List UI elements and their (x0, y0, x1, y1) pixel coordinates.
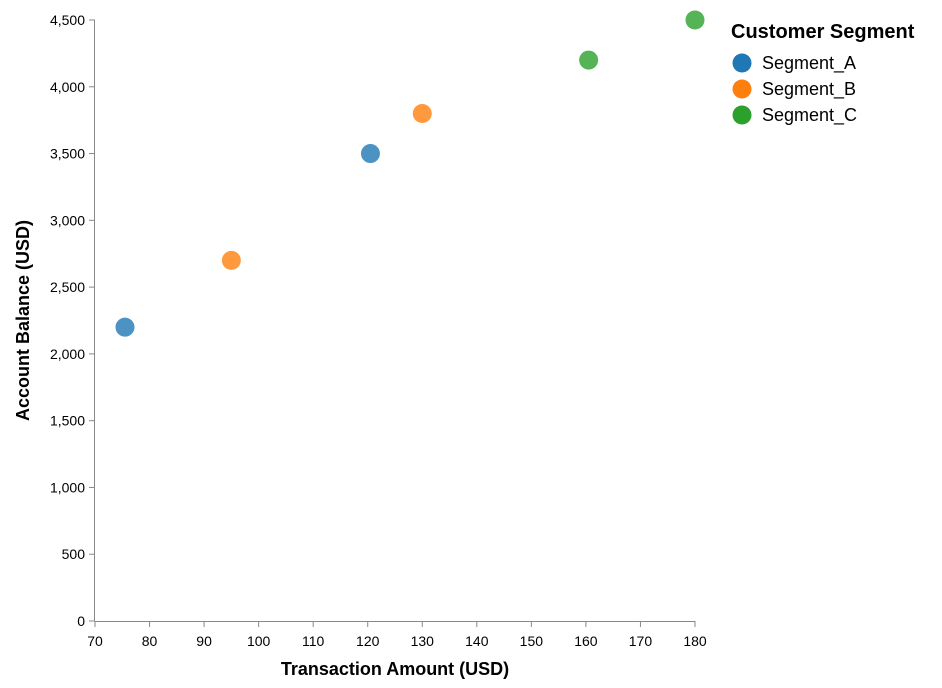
x-tick-label: 70 (87, 633, 103, 649)
data-point-segment-b (221, 250, 241, 270)
y-tick-label: 4,500 (50, 12, 85, 28)
y-tick-label: 500 (62, 546, 86, 562)
legend-label: Segment_A (762, 53, 856, 74)
y-tick-label: 1,500 (50, 413, 85, 429)
x-tick-label: 160 (574, 633, 598, 649)
data-points (115, 10, 705, 337)
y-tick-label: 1,000 (50, 479, 85, 495)
y-axis-ticks: 0 500 1,000 1,500 2,000 2,500 3,000 3,500 4,000 4… (50, 12, 95, 629)
y-tick-label: 0 (77, 613, 85, 629)
y-axis-title: Account Balance (USD) (13, 220, 33, 421)
x-tick-label: 120 (356, 633, 380, 649)
x-tick-label: 130 (411, 633, 435, 649)
x-tick-label: 170 (629, 633, 653, 649)
y-tick-label: 4,000 (50, 79, 85, 95)
x-tick-label: 140 (465, 633, 489, 649)
x-tick-label: 180 (683, 633, 707, 649)
legend-items: Segment_A Segment_B Segment_C (732, 53, 857, 126)
y-tick-label: 2,000 (50, 346, 85, 362)
x-tick-label: 100 (247, 633, 271, 649)
legend-swatch-segment-a (732, 53, 752, 73)
data-point-segment-b (412, 103, 432, 123)
data-point-segment-c (579, 50, 599, 70)
x-axis-title: Transaction Amount (USD) (281, 659, 509, 679)
data-point-segment-a (115, 317, 135, 337)
x-tick-label: 110 (302, 633, 325, 649)
legend-title: Customer Segment (731, 21, 915, 43)
data-point-segment-c (685, 10, 705, 30)
x-tick-label: 80 (142, 633, 158, 649)
x-tick-label: 90 (196, 633, 212, 649)
data-point-segment-a (360, 144, 380, 164)
y-tick-label: 2,500 (50, 279, 85, 295)
legend-swatch-segment-c (732, 105, 752, 125)
x-axis-ticks: 70 80 90 100 110 120 130 140 150 160 170 180 (87, 621, 707, 649)
legend: Customer Segment Segment_ASegment_BSegme… (731, 21, 915, 126)
legend-label: Segment_B (762, 79, 856, 100)
legend-swatch-segment-b (732, 79, 752, 99)
x-tick-label: 150 (520, 633, 544, 649)
y-tick-label: 3,500 (50, 146, 85, 162)
y-tick-label: 3,000 (50, 212, 85, 228)
axes: 70 80 90 100 110 120 130 140 150 160 170 180 0 500 1,… (50, 12, 707, 649)
legend-label: Segment_C (762, 105, 857, 126)
